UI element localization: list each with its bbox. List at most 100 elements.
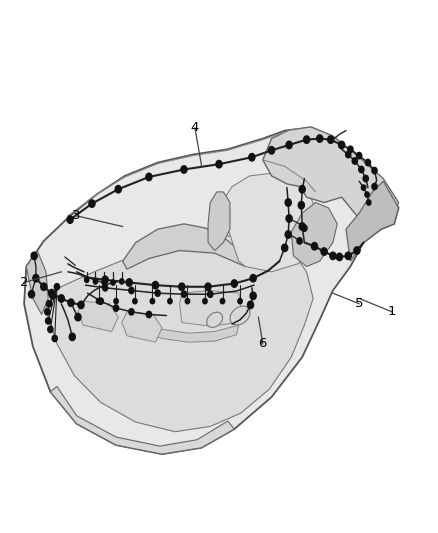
Circle shape <box>31 252 37 260</box>
Circle shape <box>96 298 101 304</box>
Text: 3: 3 <box>72 209 81 222</box>
Circle shape <box>361 185 366 190</box>
Text: 1: 1 <box>388 305 396 318</box>
Circle shape <box>115 185 121 193</box>
Circle shape <box>113 305 119 311</box>
Circle shape <box>282 244 288 252</box>
Circle shape <box>372 183 377 190</box>
Circle shape <box>328 136 334 143</box>
Circle shape <box>68 299 74 306</box>
Circle shape <box>286 215 292 222</box>
Circle shape <box>85 277 89 282</box>
Circle shape <box>54 284 60 290</box>
Circle shape <box>89 200 95 207</box>
Polygon shape <box>346 181 399 261</box>
Circle shape <box>114 298 118 304</box>
Circle shape <box>363 175 368 182</box>
Circle shape <box>46 318 51 324</box>
Circle shape <box>345 252 351 260</box>
Circle shape <box>372 167 377 174</box>
Polygon shape <box>123 224 245 269</box>
Circle shape <box>205 283 211 290</box>
Circle shape <box>250 274 256 282</box>
Circle shape <box>179 283 185 290</box>
Circle shape <box>168 298 172 304</box>
Circle shape <box>58 295 64 302</box>
Circle shape <box>247 301 254 309</box>
Circle shape <box>238 298 242 304</box>
Circle shape <box>102 285 108 291</box>
Circle shape <box>220 298 225 304</box>
Circle shape <box>102 280 106 285</box>
Circle shape <box>150 298 155 304</box>
Polygon shape <box>263 127 399 224</box>
Circle shape <box>146 173 152 181</box>
Circle shape <box>41 283 47 290</box>
Circle shape <box>352 158 357 164</box>
Circle shape <box>152 281 159 289</box>
Circle shape <box>298 201 304 209</box>
Circle shape <box>365 192 369 197</box>
Polygon shape <box>180 290 241 326</box>
Circle shape <box>185 298 190 304</box>
Circle shape <box>354 247 360 254</box>
Circle shape <box>330 252 336 260</box>
Polygon shape <box>122 312 162 342</box>
Polygon shape <box>24 128 399 454</box>
Circle shape <box>46 301 52 307</box>
Circle shape <box>249 154 255 161</box>
Circle shape <box>299 223 305 230</box>
Circle shape <box>367 200 371 205</box>
Polygon shape <box>26 251 48 314</box>
Circle shape <box>302 225 307 231</box>
Text: 2: 2 <box>20 276 28 289</box>
Circle shape <box>208 291 213 297</box>
Polygon shape <box>46 235 313 432</box>
Circle shape <box>69 333 75 341</box>
Text: 6: 6 <box>258 337 267 350</box>
Circle shape <box>120 279 124 284</box>
Circle shape <box>336 253 343 261</box>
Circle shape <box>52 335 57 342</box>
Circle shape <box>146 311 152 318</box>
Circle shape <box>286 141 292 149</box>
Circle shape <box>50 293 55 299</box>
Text: 5: 5 <box>355 297 364 310</box>
Polygon shape <box>50 386 234 454</box>
Circle shape <box>129 287 134 294</box>
Circle shape <box>311 243 318 250</box>
Circle shape <box>133 298 137 304</box>
Circle shape <box>321 248 327 255</box>
Circle shape <box>346 151 351 158</box>
Circle shape <box>33 274 39 282</box>
Circle shape <box>75 313 81 321</box>
Circle shape <box>348 146 353 152</box>
Circle shape <box>78 301 84 309</box>
Polygon shape <box>223 173 320 272</box>
Circle shape <box>155 290 160 296</box>
Circle shape <box>250 292 256 300</box>
Circle shape <box>299 185 305 193</box>
Polygon shape <box>136 322 239 342</box>
Circle shape <box>216 160 222 168</box>
Circle shape <box>93 279 98 284</box>
Circle shape <box>45 309 50 315</box>
Circle shape <box>126 279 132 286</box>
Polygon shape <box>78 301 118 332</box>
Circle shape <box>67 216 73 223</box>
Circle shape <box>231 280 237 287</box>
Circle shape <box>181 291 187 297</box>
Circle shape <box>102 276 108 284</box>
Circle shape <box>129 309 134 315</box>
Ellipse shape <box>230 306 250 325</box>
Circle shape <box>203 298 207 304</box>
Polygon shape <box>291 203 337 266</box>
Circle shape <box>98 298 103 304</box>
Circle shape <box>359 166 364 173</box>
Circle shape <box>365 159 371 166</box>
Text: 4: 4 <box>191 122 199 134</box>
Circle shape <box>48 326 53 333</box>
Circle shape <box>285 231 291 238</box>
Circle shape <box>285 199 291 206</box>
Polygon shape <box>208 192 230 251</box>
